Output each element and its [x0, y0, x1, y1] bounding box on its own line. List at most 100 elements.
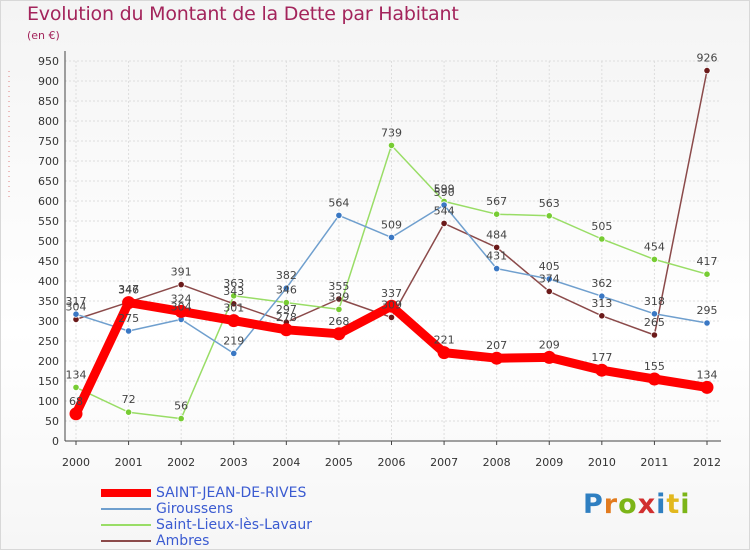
data-label-giroussens: 317 — [66, 295, 87, 308]
data-point-ambres — [545, 287, 553, 295]
legend-swatch-saint-lieux-les-lavaur — [101, 524, 151, 526]
data-point-giroussens — [493, 264, 501, 273]
data-point-saint-lieux-l-s-lavaur — [650, 255, 659, 263]
legend-swatch-ambres — [101, 540, 151, 542]
y-tick-label: 800 — [38, 115, 59, 128]
data-label-giroussens: 382 — [276, 269, 297, 282]
data-label-ambres: 374 — [539, 272, 560, 285]
data-label-giroussens: 564 — [328, 196, 349, 209]
data-label-saint-lieux-l-s-lavaur: 329 — [328, 290, 349, 303]
x-tick-label: 2008 — [483, 456, 511, 469]
data-point-saint-jean-de-rives — [490, 351, 504, 365]
y-tick-label: 0 — [52, 435, 59, 448]
data-label-saint-jean-de-rives: 346 — [118, 284, 139, 297]
data-label-ambres: 544 — [434, 204, 455, 217]
data-point-saint-jean-de-rives — [700, 380, 714, 394]
y-tick-label: 650 — [38, 175, 59, 188]
data-label-saint-lieux-l-s-lavaur: 739 — [381, 126, 402, 139]
data-point-giroussens — [650, 310, 659, 318]
data-label-saint-lieux-l-s-lavaur: 454 — [644, 240, 665, 253]
y-tick-label: 700 — [38, 155, 59, 168]
y-tick-label: 900 — [38, 75, 59, 88]
data-point-saint-lieux-l-s-lavaur — [545, 212, 553, 220]
data-label-giroussens: 275 — [118, 312, 139, 325]
y-tick-label: 200 — [38, 355, 59, 368]
data-point-giroussens — [282, 284, 290, 292]
data-label-giroussens: 318 — [644, 295, 665, 308]
y-tick-label: 250 — [38, 335, 59, 348]
x-tick-label: 2007 — [430, 456, 458, 469]
data-label-saint-lieux-l-s-lavaur: 567 — [486, 195, 507, 208]
x-tick-label: 2005 — [325, 456, 353, 469]
data-label-ambres: 355 — [328, 280, 349, 293]
chart-subtitle: (en €) — [27, 29, 60, 42]
y-tick-label: 600 — [38, 195, 59, 208]
data-point-giroussens — [703, 319, 711, 327]
data-point-saint-jean-de-rives — [279, 323, 293, 337]
data-point-giroussens — [72, 310, 80, 318]
data-point-saint-jean-de-rives — [542, 350, 556, 364]
data-label-saint-lieux-l-s-lavaur: 72 — [122, 393, 136, 406]
data-label-saint-jean-de-rives: 209 — [539, 338, 560, 351]
data-label-saint-lieux-l-s-lavaur: 363 — [223, 277, 244, 290]
data-label-ambres: 265 — [644, 316, 665, 329]
data-label-ambres: 347 — [118, 283, 139, 296]
data-point-saint-jean-de-rives — [385, 299, 398, 313]
data-label-giroussens: 509 — [381, 218, 402, 231]
data-point-saint-lieux-l-s-lavaur — [72, 383, 80, 391]
data-point-ambres — [387, 313, 396, 321]
data-point-ambres — [493, 243, 501, 251]
data-label-ambres: 391 — [171, 266, 192, 279]
grid — [65, 60, 721, 442]
data-label-ambres: 484 — [486, 228, 507, 241]
data-point-saint-lieux-l-s-lavaur — [598, 235, 606, 243]
data-label-ambres: 297 — [276, 303, 297, 316]
data-point-saint-jean-de-rives — [437, 346, 451, 360]
data-label-giroussens: 219 — [223, 334, 244, 347]
data-label-ambres: 313 — [591, 297, 612, 310]
data-point-giroussens — [387, 233, 396, 241]
data-point-ambres — [177, 280, 185, 289]
data-point-giroussens — [598, 292, 606, 300]
x-tick-label: 2010 — [588, 456, 616, 469]
data-label-giroussens: 362 — [591, 277, 612, 290]
data-point-saint-jean-de-rives — [595, 363, 609, 377]
y-tick-label: 850 — [38, 95, 59, 108]
data-point-ambres — [440, 219, 448, 227]
data-point-giroussens — [230, 349, 238, 357]
data-label-saint-jean-de-rives: 134 — [697, 368, 718, 381]
legend-label-giroussens: Giroussens — [156, 501, 233, 517]
data-label-saint-jean-de-rives: 207 — [486, 339, 507, 352]
data-label-saint-lieux-l-s-lavaur: 505 — [591, 220, 612, 233]
data-label-saint-jean-de-rives: 301 — [223, 302, 244, 315]
data-label-saint-jean-de-rives: 177 — [591, 351, 612, 364]
y-tick-label: 750 — [38, 135, 59, 148]
data-point-saint-jean-de-rives — [227, 314, 241, 328]
y-tick-label: 100 — [38, 395, 59, 408]
x-tick-label: 2001 — [115, 456, 143, 469]
data-point-saint-lieux-l-s-lavaur — [282, 298, 290, 307]
y-tick-label: 300 — [38, 315, 59, 328]
legend-label-saint-lieux-les-lavaur: Saint-Lieux-lès-Lavaur — [156, 517, 313, 533]
y-tick-label: 50 — [45, 415, 59, 428]
data-label-saint-jean-de-rives: 324 — [171, 292, 192, 305]
data-point-giroussens — [124, 327, 133, 335]
data-point-ambres — [650, 331, 659, 339]
data-label-giroussens: 304 — [171, 300, 192, 313]
data-point-giroussens — [335, 211, 343, 219]
y-tick-label: 350 — [38, 295, 59, 308]
x-tick-label: 2009 — [535, 456, 563, 469]
x-tick-label: 2006 — [378, 456, 406, 469]
data-point-ambres — [703, 67, 711, 75]
data-point-saint-lieux-l-s-lavaur — [124, 408, 133, 416]
data-label-ambres: 343 — [223, 285, 244, 298]
y-tick-label: 950 — [38, 55, 59, 68]
data-point-saint-jean-de-rives — [647, 372, 661, 386]
data-label-saint-lieux-l-s-lavaur: 563 — [539, 197, 560, 210]
data-point-saint-jean-de-rives — [122, 296, 136, 310]
data-point-saint-jean-de-rives — [69, 407, 83, 421]
data-label-saint-lieux-l-s-lavaur: 417 — [697, 255, 718, 268]
data-point-saint-lieux-l-s-lavaur — [335, 305, 343, 313]
data-labels: 68 346 324 301 278 268 337 221 207 209 177 155 134 31… — [66, 52, 718, 413]
